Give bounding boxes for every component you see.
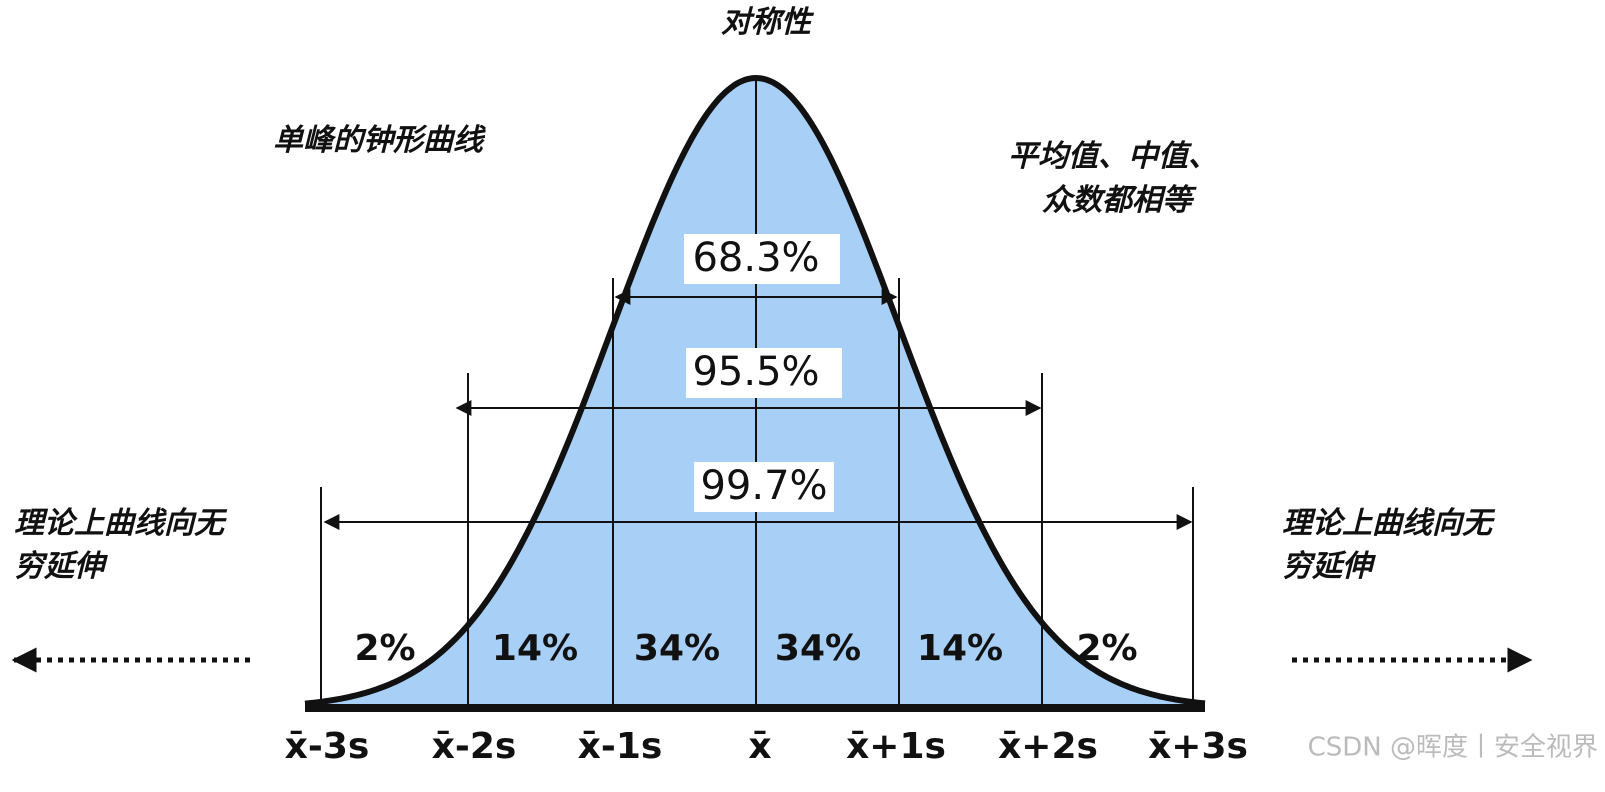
watermark: CSDN @晖度丨安全视界 [1308, 733, 1598, 763]
bell-curve [304, 74, 1206, 707]
annotation: 穷延伸 [14, 549, 108, 584]
interval-label: 99.7% [700, 463, 827, 509]
segment-label: 14% [492, 628, 578, 669]
annotation: 单峰的钟形曲线 [273, 123, 487, 158]
annotation: 穷延伸 [1282, 549, 1376, 584]
axis-label: x̄-1s [578, 726, 663, 767]
label-bg [684, 234, 840, 284]
annotation: 理论上曲线向无 [14, 506, 228, 541]
axis-label: x̄-2s [432, 726, 517, 767]
annotation: 理论上曲线向无 [1282, 506, 1496, 541]
annotation: 众数都相等 [1042, 183, 1197, 218]
axis-label: x̄ [748, 726, 771, 767]
interval-label: 68.3% [692, 235, 819, 281]
interval-label: 95.5% [692, 349, 819, 395]
segment-label: 14% [917, 628, 1003, 669]
annotation: 平均值、中值、 [1008, 139, 1218, 174]
label-bg [686, 348, 842, 398]
axis-label: x̄+2s [998, 726, 1098, 767]
segment-label: 34% [775, 628, 861, 669]
segment-label: 2% [354, 628, 415, 669]
label-bg [694, 462, 834, 512]
title: 对称性 [721, 5, 815, 40]
axis-label: x̄-3s [285, 726, 370, 767]
axis-label: x̄+1s [846, 726, 946, 767]
segment-label: 34% [634, 628, 720, 669]
segment-label: 2% [1076, 628, 1137, 669]
axis-label: x̄+3s [1148, 726, 1248, 767]
